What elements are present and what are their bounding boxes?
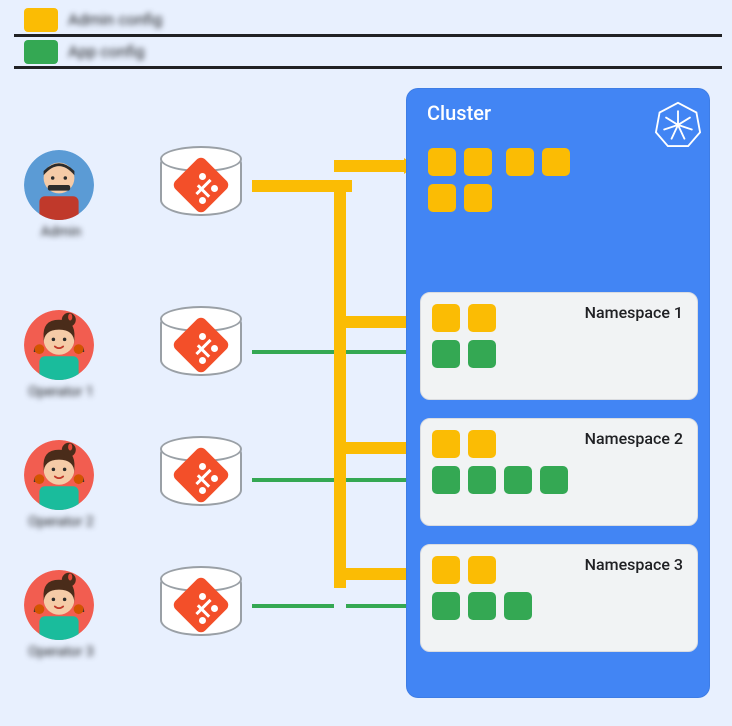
legend-label-app: App config xyxy=(68,42,145,61)
resource-block xyxy=(428,184,456,212)
connector-operator xyxy=(252,350,334,354)
connector-admin-v xyxy=(334,180,346,588)
connector-operator xyxy=(252,604,334,608)
avatar-label: Operator 2 xyxy=(16,514,106,530)
legend-underline-1 xyxy=(14,34,722,37)
operator-avatar xyxy=(24,570,94,640)
resource-block xyxy=(432,304,460,332)
resource-block xyxy=(468,592,496,620)
connector-admin-branch xyxy=(334,160,404,172)
resource-block xyxy=(542,148,570,176)
resource-block xyxy=(468,466,496,494)
legend-underline-2 xyxy=(14,66,722,69)
admin-avatar xyxy=(24,150,94,220)
diagram-canvas: Admin config App config Admin Operator 1 xyxy=(0,0,732,726)
operator-avatar xyxy=(24,310,94,380)
resource-block xyxy=(468,340,496,368)
namespace-title: Namespace 3 xyxy=(585,555,683,574)
resource-block xyxy=(432,430,460,458)
legend-label-admin: Admin config xyxy=(68,10,162,29)
resource-block xyxy=(468,304,496,332)
cluster-title: Cluster xyxy=(427,101,491,125)
legend-swatch-admin xyxy=(24,8,58,32)
git-repo-icon xyxy=(160,566,242,636)
resource-block xyxy=(464,184,492,212)
avatar-label: Operator 1 xyxy=(16,384,106,400)
avatar-label: Admin xyxy=(16,224,106,240)
git-repo-icon xyxy=(160,436,242,506)
resource-block xyxy=(464,148,492,176)
git-repo-icon xyxy=(160,306,242,376)
avatar-label: Operator 3 xyxy=(16,644,106,660)
resource-block xyxy=(432,340,460,368)
git-repo-icon xyxy=(160,146,242,216)
resource-block xyxy=(506,148,534,176)
namespace-box: Namespace 3 xyxy=(420,544,698,652)
resource-block xyxy=(432,466,460,494)
namespace-box: Namespace 1 xyxy=(420,292,698,400)
resource-block xyxy=(468,430,496,458)
resource-block xyxy=(540,466,568,494)
resource-block xyxy=(468,556,496,584)
kubernetes-icon xyxy=(655,101,701,147)
namespace-title: Namespace 1 xyxy=(585,303,683,322)
resource-block xyxy=(432,592,460,620)
resource-block xyxy=(428,148,456,176)
resource-block xyxy=(504,466,532,494)
legend-swatch-app xyxy=(24,40,58,64)
operator-avatar xyxy=(24,440,94,510)
resource-block xyxy=(504,592,532,620)
namespace-title: Namespace 2 xyxy=(585,429,683,448)
resource-block xyxy=(432,556,460,584)
connector-operator xyxy=(252,478,334,482)
